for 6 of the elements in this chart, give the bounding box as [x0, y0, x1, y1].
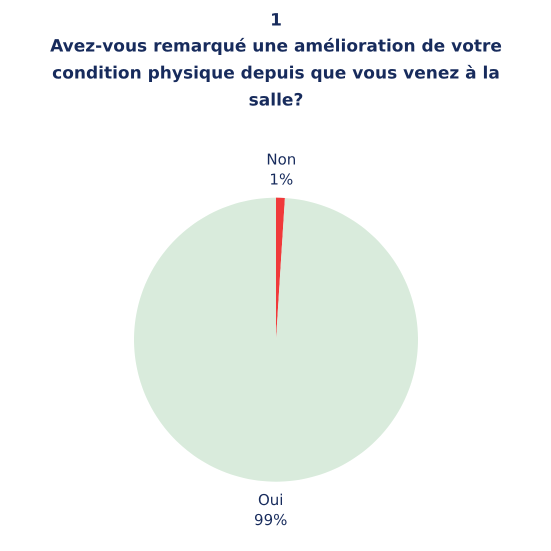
slice-label: Non — [266, 150, 296, 168]
chart-title: 1 — [270, 10, 282, 31]
chart-subtitle: Avez-vous remarqué une amélioration de votre condition physique depuis que vous venez à la salle? — [50, 36, 502, 110]
slice-label: Oui — [258, 490, 284, 509]
data-label: 99% — [254, 510, 288, 529]
data-label: 1% — [269, 170, 294, 188]
